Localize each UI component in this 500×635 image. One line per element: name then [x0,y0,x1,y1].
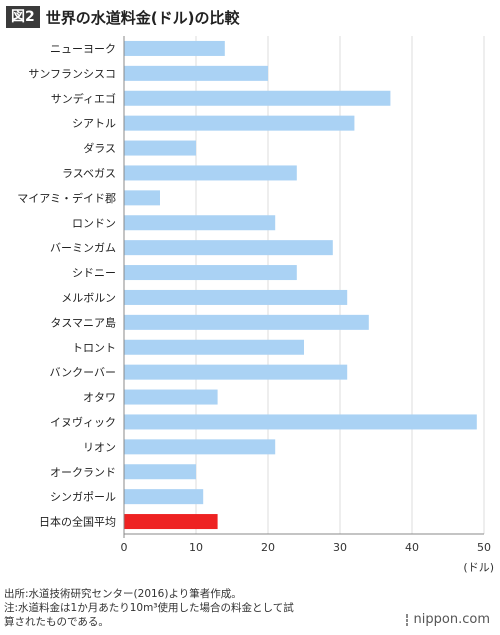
category-label: マイアミ・デイド郡 [17,191,116,205]
category-label: ニューヨーク [50,42,116,55]
category-label: メルボルン [61,291,116,304]
x-tick-label: 50 [477,541,491,554]
bar [124,489,204,505]
note-line-1: 注:水道料金は1か月あたり10m³使用した場合の料金として試 [4,602,294,614]
bar [124,40,225,56]
category-label: シドニー [72,267,116,280]
figure-badge: 図2 [6,6,40,28]
category-label: シンガポール [50,491,116,504]
category-label: ロンドン [72,217,116,230]
bar [124,464,196,480]
chart-footer: 出所:水道技術研究センター(2016)より筆者作成。 注:水道料金は1か月あたり… [4,587,294,629]
logo-text: nippon.com [413,612,490,627]
x-axis-label: (ドル) [463,561,494,574]
bar [124,90,391,106]
category-label: サンフランシスコ [28,67,116,80]
bar [124,414,477,430]
bar [124,115,355,131]
category-label: ラスベガス [62,167,116,180]
category-label: トロント [72,341,116,354]
category-label: サンディエゴ [51,91,116,105]
category-label: オタワ [83,391,116,404]
x-tick-label: 20 [261,541,275,554]
bar [124,140,196,156]
bar [124,215,276,231]
bar [124,314,369,330]
bar [124,514,218,530]
nippon-logo: nippon.com [404,612,490,627]
note-line-2: 算されたものである。 [4,616,109,628]
bar [124,289,348,305]
category-label: バーミンガム [50,242,116,255]
category-label: タスマニア島 [50,315,116,329]
bar [124,364,348,380]
bar [124,265,297,281]
x-tick-label: 40 [405,541,419,554]
source-note: 出所:水道技術研究センター(2016)より筆者作成。 [4,588,242,600]
category-label: ダラス [83,141,116,155]
bar [124,240,333,256]
category-label: 日本の全国平均 [39,515,116,529]
figure-title-row: 図2 世界の水道料金(ドル)の比較 [6,6,239,28]
category-label: シアトル [72,117,116,130]
bar [124,190,160,206]
chart-title: 世界の水道料金(ドル)の比較 [45,8,240,27]
x-tick-label: 10 [189,541,203,554]
x-tick-label: 0 [121,541,128,554]
bar [124,165,297,181]
category-label: イヌヴィック [50,415,116,429]
bar [124,439,276,455]
category-label: バンクーバー [50,366,116,379]
bar-chart: ニューヨークサンフランシスコサンディエゴシアトルダラスラスベガスマイアミ・デイド… [17,36,494,574]
bar [124,389,218,405]
x-tick-label: 30 [333,541,347,554]
nippon-logo-icon [404,613,410,626]
bar [124,339,304,355]
bar [124,65,268,81]
category-label: リオン [83,441,116,454]
category-label: オークランド [50,466,116,479]
